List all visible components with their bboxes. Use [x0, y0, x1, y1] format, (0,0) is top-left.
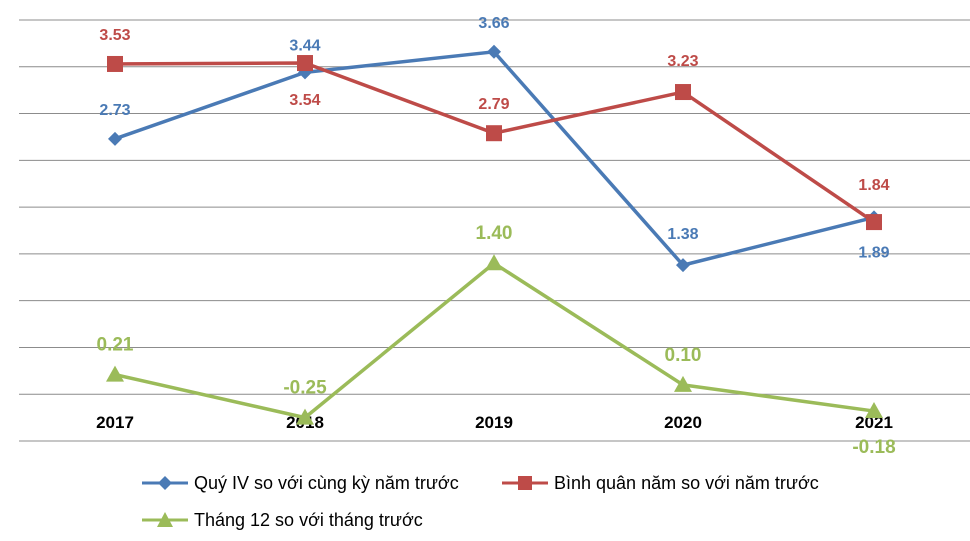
data-point-triangle	[865, 402, 883, 419]
data-label: 3.53	[99, 27, 130, 44]
legend-marker-square-icon	[502, 476, 548, 490]
legend-item-annual: Bình quân năm so với năm trước	[500, 470, 819, 496]
series-markers	[106, 44, 883, 425]
data-label: 0.10	[665, 345, 702, 366]
data-label: 2.73	[99, 102, 130, 119]
legend-item-month: Tháng 12 so với tháng trước	[140, 507, 423, 533]
data-point-triangle	[485, 254, 503, 271]
data-point-square	[486, 125, 502, 142]
data-point-diamond	[108, 131, 122, 146]
data-label: 0.21	[97, 335, 134, 356]
legend-label-annual: Bình quân năm so với năm trước	[554, 472, 819, 493]
series-line	[114, 61, 875, 224]
data-label: -0.18	[852, 437, 895, 458]
legend-marker-diamond-icon	[142, 476, 188, 490]
data-label: 3.23	[667, 53, 698, 70]
data-point-triangle	[674, 375, 692, 392]
data-label: 3.54	[289, 92, 320, 109]
data-point-diamond	[676, 258, 690, 273]
data-label: 1.84	[858, 177, 889, 194]
gridlines	[19, 19, 970, 442]
data-label: 2.79	[478, 96, 509, 113]
data-point-triangle	[296, 408, 314, 425]
x-tick-label: 2019	[475, 413, 513, 432]
data-label: 1.89	[858, 244, 889, 261]
x-tick-label: 2017	[96, 413, 134, 432]
data-label: -0.25	[283, 378, 327, 399]
data-label: 1.38	[667, 226, 698, 243]
data-point-square	[675, 84, 691, 101]
data-label: 1.40	[476, 223, 513, 244]
legend-item-quarter: Quý IV so với cùng kỳ năm trước	[140, 470, 459, 496]
legend-marker-triangle-icon	[142, 512, 188, 527]
x-tick-label: 2020	[664, 413, 702, 432]
data-point-square	[297, 55, 313, 72]
data-label: 3.44	[289, 37, 320, 54]
legend-label-month: Tháng 12 so với tháng trước	[194, 509, 423, 530]
data-point-square	[866, 214, 882, 231]
x-axis-labels: 20172018201920202021	[96, 413, 893, 432]
x-tick-label: 2021	[855, 413, 893, 432]
data-point-triangle	[106, 365, 124, 382]
legend: Quý IV so với cùng kỳ năm trước Bình quâ…	[140, 466, 940, 536]
data-point-diamond	[487, 44, 501, 59]
legend-label-quarter: Quý IV so với cùng kỳ năm trước	[194, 472, 459, 493]
data-label: 3.66	[478, 15, 509, 32]
data-point-square	[107, 55, 123, 72]
data-labels: 2.73 3.44 3.66 1.38 1.89 3.53 3.54 2.79 3.23 1.84…	[97, 15, 896, 458]
